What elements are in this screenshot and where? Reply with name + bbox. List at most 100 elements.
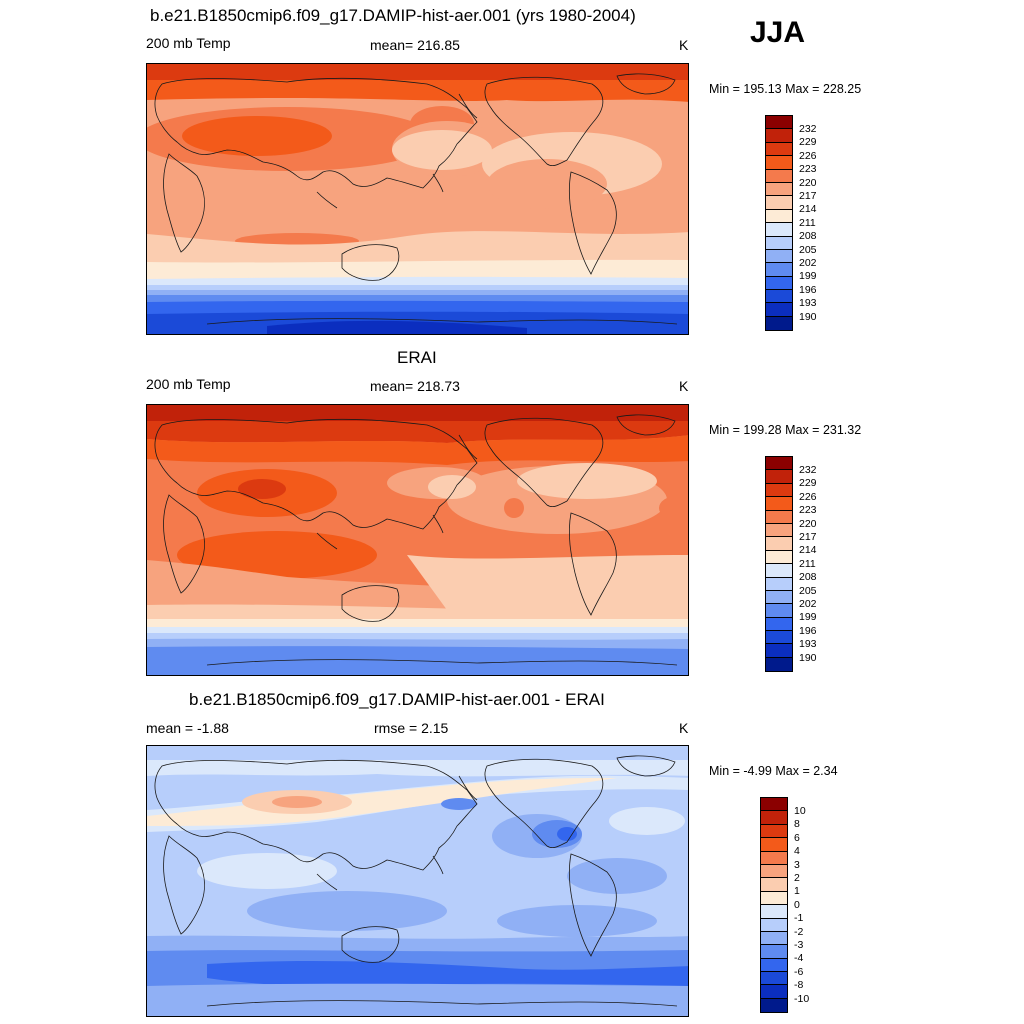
panel-3-colorbar-swatch bbox=[761, 798, 787, 812]
panel-3-colorbar-swatch bbox=[761, 811, 787, 825]
panel-2-colorbar-label: 190 bbox=[799, 651, 817, 664]
panel-2-colorbar-swatch bbox=[766, 590, 792, 605]
panel-2-colorbar-swatch bbox=[766, 631, 792, 645]
panel-3-colorbar-label: -10 bbox=[794, 992, 810, 1005]
panel-1-colorbar-label: 223 bbox=[799, 163, 817, 176]
panel-2-map-svg bbox=[147, 405, 688, 675]
panel-2-colorbar-swatch bbox=[766, 497, 792, 511]
panel-3-map-svg bbox=[147, 746, 688, 1016]
panel-2-colorbar-label: 214 bbox=[799, 544, 817, 557]
panel-1-colorbar bbox=[765, 115, 793, 332]
panel-1-title: b.e21.B1850cmip6.f09_g17.DAMIP-hist-aer.… bbox=[150, 6, 636, 25]
panel-3-colorbar-label: -4 bbox=[794, 952, 804, 965]
panel-1-colorbar-label: 196 bbox=[799, 283, 817, 296]
panel-3-rmse-label: rmse = 2.15 bbox=[374, 720, 449, 736]
panel-2-mean-label: mean= 218.73 bbox=[370, 378, 460, 394]
panel-1-map-svg bbox=[147, 64, 688, 334]
panel-3-minmax: Min = -4.99 Max = 2.34 bbox=[709, 764, 838, 778]
panel-3-colorbar-label: 2 bbox=[794, 872, 800, 884]
panel-3-colorbar-label: -8 bbox=[794, 979, 804, 992]
panel-2-map bbox=[146, 404, 689, 676]
panel-1-colorbar-swatch bbox=[766, 182, 792, 197]
panel-3-colorbar-swatch bbox=[761, 878, 787, 892]
panel-2-minmax: Min = 199.28 Max = 231.32 bbox=[709, 423, 862, 437]
panel-3-colorbar-swatch bbox=[761, 931, 787, 946]
panel-1-colorbar-label: 229 bbox=[799, 136, 817, 149]
panel-3-map bbox=[146, 745, 689, 1017]
panel-1-colorbar-swatch bbox=[766, 169, 792, 183]
panel-2-colorbar-label: 211 bbox=[799, 557, 816, 570]
panel-2-colorbar-swatch bbox=[766, 617, 792, 632]
panel-3-colorbar-swatch bbox=[761, 891, 787, 906]
season-label: JJA bbox=[750, 16, 806, 49]
panel-3-colorbar-label: 6 bbox=[794, 831, 800, 844]
panel-2-colorbar-swatch bbox=[766, 657, 792, 672]
panel-3-colorbar-swatch bbox=[761, 918, 787, 932]
panel-2-colorbar-swatch bbox=[766, 604, 792, 618]
panel-3-colorbar-label: -6 bbox=[794, 965, 804, 978]
panel-2-colorbar-label: 193 bbox=[799, 638, 817, 651]
panel-3-colorbar-label: 0 bbox=[794, 898, 800, 911]
panel-1-variable-label: 200 mb Temp bbox=[146, 35, 231, 51]
panel-3-colorbar-label: -3 bbox=[794, 939, 804, 951]
panel-1-colorbar-swatch bbox=[766, 290, 792, 304]
panel-1-minmax: Min = 195.13 Max = 228.25 bbox=[709, 82, 862, 96]
panel-3-colorbar-label: 8 bbox=[794, 818, 800, 831]
panel-1-colorbar-label: 202 bbox=[799, 257, 817, 269]
panel-2-variable-label: 200 mb Temp bbox=[146, 376, 231, 392]
panel-1-colorbar-swatch bbox=[766, 156, 792, 170]
panel-1-colorbar-label: 205 bbox=[799, 243, 817, 256]
panel-3-colorbar-label: 1 bbox=[794, 885, 800, 898]
panel-2-colorbar-swatch bbox=[766, 577, 792, 591]
panel-3-colorbar-swatch bbox=[761, 998, 787, 1013]
panel-2-colorbar-label: 229 bbox=[799, 477, 817, 490]
panel-2-colorbar-swatch bbox=[766, 483, 792, 498]
panel-1-colorbar-swatch bbox=[766, 196, 792, 210]
panel-2-colorbar-swatch bbox=[766, 564, 792, 578]
panel-1-colorbar-label: 217 bbox=[799, 190, 817, 202]
panel-3-colorbar-label: 10 bbox=[794, 805, 806, 817]
panel-1-colorbar-label: 226 bbox=[799, 149, 817, 162]
panel-2-colorbar-label: 217 bbox=[799, 531, 817, 543]
panel-2-colorbar-label: 199 bbox=[799, 611, 817, 624]
panel-2-colorbar-label: 226 bbox=[799, 490, 817, 503]
panel-3-colorbar-swatch bbox=[761, 985, 787, 999]
panel-1-colorbar-swatch bbox=[766, 316, 792, 331]
panel-3-colorbar-swatch bbox=[761, 958, 787, 973]
panel-3-colorbar-swatch bbox=[761, 945, 787, 959]
panel-1-colorbar-swatch bbox=[766, 276, 792, 291]
panel-1-colorbar-swatch bbox=[766, 129, 792, 143]
panel-2-colorbar-swatch bbox=[766, 470, 792, 484]
panel-2-units: K bbox=[679, 378, 689, 394]
panel-1-colorbar-swatch bbox=[766, 209, 792, 224]
panel-1-colorbar-swatch bbox=[766, 303, 792, 317]
panel-2-colorbar-label: 208 bbox=[799, 571, 817, 584]
panel-1-colorbar-label: 232 bbox=[799, 123, 817, 135]
panel-2-colorbar-swatch bbox=[766, 510, 792, 524]
panel-2-colorbar-label: 220 bbox=[799, 517, 817, 530]
panel-3-title: b.e21.B1850cmip6.f09_g17.DAMIP-hist-aer.… bbox=[189, 690, 605, 709]
panel-2-colorbar-label: 223 bbox=[799, 504, 817, 517]
panel-3-colorbar-swatch bbox=[761, 824, 787, 839]
panel-2-colorbar-label: 205 bbox=[799, 584, 817, 597]
panel-1-colorbar-label: 199 bbox=[799, 270, 817, 283]
panel-1-map bbox=[146, 63, 689, 335]
panel-2-colorbar-swatch bbox=[766, 644, 792, 658]
panel-1-colorbar-label: 208 bbox=[799, 230, 817, 243]
panel-3-units: K bbox=[679, 720, 689, 736]
panel-1-colorbar-label: 220 bbox=[799, 176, 817, 189]
panel-2-colorbar-swatch bbox=[766, 550, 792, 565]
panel-2-colorbar-swatch bbox=[766, 537, 792, 551]
panel-2-colorbar-swatch bbox=[766, 457, 792, 471]
panel-2-title: ERAI bbox=[397, 348, 437, 367]
panel-3-mean-label: mean = -1.88 bbox=[146, 720, 229, 736]
panel-3-colorbar-swatch bbox=[761, 972, 787, 986]
panel-3-colorbar-label: 4 bbox=[794, 845, 800, 858]
panel-3-colorbar-label: -1 bbox=[794, 912, 804, 925]
panel-1-units: K bbox=[679, 37, 689, 53]
panel-1-mean-label: mean= 216.85 bbox=[370, 37, 460, 53]
panel-2-colorbar-swatch bbox=[766, 523, 792, 538]
panel-2-colorbar-label: 202 bbox=[799, 598, 817, 610]
panel-1-colorbar-label: 214 bbox=[799, 203, 817, 216]
panel-1-colorbar-label: 211 bbox=[799, 216, 816, 229]
